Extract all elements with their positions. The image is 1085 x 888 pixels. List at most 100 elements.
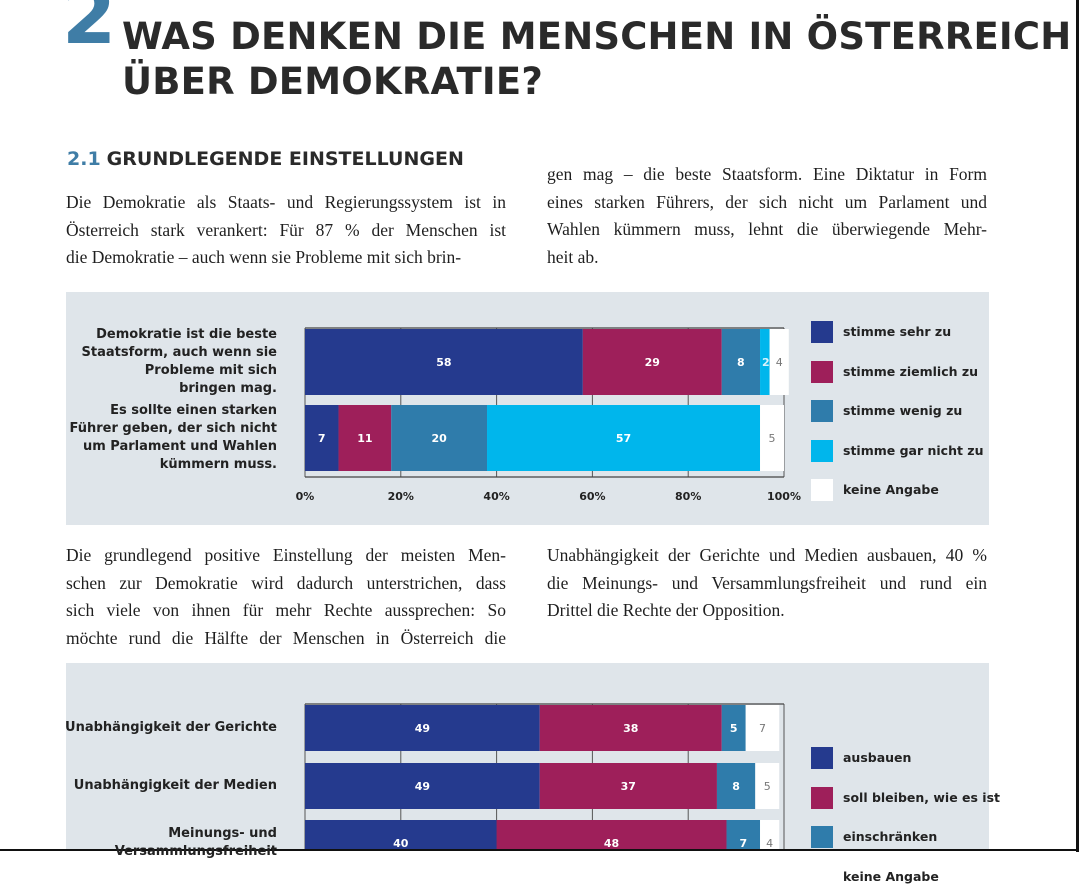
data-label: 57	[616, 432, 631, 445]
data-label: 4	[766, 837, 773, 849]
legend-swatch	[811, 786, 833, 809]
bar-ausbauen	[305, 820, 497, 849]
text-line: möchte rund die Hälfte der Menschen in Ö…	[66, 627, 506, 648]
category-label-line: Versammlungsfreiheit	[114, 844, 277, 859]
bar-keine-angabe	[769, 329, 789, 395]
bar-keine-angabe	[755, 763, 780, 809]
legend-label: stimme gar nicht zu	[843, 442, 984, 458]
text-line: schen zur Demokratie wird dadurch unters…	[66, 572, 506, 593]
legend-swatch	[811, 321, 833, 343]
x-tick-label: 60%	[579, 490, 605, 503]
data-label: 29	[645, 356, 660, 369]
data-label: 7	[318, 432, 326, 445]
text-line: gen mag – die beste Staatsform. Eine Dik…	[547, 164, 987, 184]
category-label: Demokratie ist die beste Staatsform, auch…	[82, 326, 277, 398]
text-line: die Demokratie – auch wenn sie Probleme …	[66, 247, 462, 268]
legend-label: keine Angabe	[843, 868, 939, 884]
data-label: 7	[739, 837, 747, 849]
category-label-line: um Parlament und Wahlen	[82, 439, 277, 454]
data-label: 4	[776, 356, 783, 369]
legend-swatch	[811, 826, 833, 848]
chart-panel-rights: 49 38 5 7 49 37 8 5 40 48 7 4 Unabhängigkeit der Ge…	[65, 663, 1000, 888]
bar-soll-bleiben-wie-es-ist	[539, 705, 722, 751]
text-line: Österreich stark verankert: Für 87 % der…	[66, 219, 506, 240]
paragraph-1-right: gen mag – die beste Staatsform. Eine Dik…	[547, 161, 987, 271]
legend-label: stimme ziemlich zu	[843, 363, 979, 379]
legend-label: keine Angabe	[843, 482, 939, 497]
data-label: 7	[759, 722, 766, 735]
bar-ausbauen	[305, 763, 540, 809]
bar-stimme-wenig-zu	[721, 329, 761, 395]
data-label: 37	[621, 780, 636, 793]
category-label: Unabhängigkeit der Medien	[74, 777, 277, 795]
x-tick-label: 40%	[483, 490, 509, 503]
category-label: Meinungs- und Versammlungsfreiheit	[115, 825, 277, 861]
legend-swatch	[811, 747, 833, 769]
bar-stimme-gar-nicht-zu	[487, 405, 761, 471]
chapter-title-line: WAS DENKEN DIE MENSCHEN IN ÖSTERREICH	[122, 15, 1072, 58]
chart-democracy-attitudes: 58 29 8 2 4 7 11 20 57 5 0% 20% 40% 60% 80% 100%	[296, 327, 801, 503]
chapter-title: WAS DENKEN DIE MENSCHEN IN ÖSTERREICH ÜB…	[122, 14, 1071, 104]
data-label: 8	[732, 780, 740, 793]
page-edge-bottom	[0, 849, 1078, 851]
data-label: 5	[764, 780, 771, 793]
paragraph-1-left: Die Demokratie als Staats- und Regierung…	[66, 189, 506, 272]
chart-rights-expansion: 49 38 5 7 49 37 8 5 40 48 7 4	[304, 703, 785, 849]
page-edge-right	[1076, 0, 1079, 852]
data-label: 58	[436, 356, 451, 369]
data-label: 38	[623, 722, 638, 735]
bar-keine-angabe	[760, 820, 780, 849]
section-number: 2.1	[67, 148, 101, 170]
category-label-line: Führer geben, der sich nicht	[69, 421, 278, 436]
category-label-line: Unabhängigkeit der Gerichte	[65, 720, 277, 735]
data-label: 11	[357, 432, 372, 445]
category-label: Es sollte einen starken Führer geben, der…	[70, 402, 278, 474]
chapter-title-line: ÜBER DEMOKRATIE?	[122, 60, 544, 103]
category-label: Unabhängigkeit der Gerichte	[65, 719, 277, 737]
text-line: eines starken Führers, der sich nicht um…	[547, 191, 987, 212]
data-label: 49	[415, 780, 430, 793]
category-label-line: bringen mag.	[179, 381, 277, 396]
paragraph-2-left: Die grundlegend positive Einstellung der…	[66, 542, 506, 652]
category-label-line: Probleme mit sich	[144, 363, 277, 378]
legend-label: ausbauen	[843, 750, 912, 765]
bar-keine-angabe	[760, 405, 784, 471]
bar-stimme-gar-nicht-zu	[760, 329, 770, 395]
data-label: 8	[737, 356, 745, 369]
category-label-line: kümmern muss.	[159, 457, 277, 472]
chapter-number: 2	[62, 0, 117, 62]
bar-stimme-ziemlich-zu	[582, 329, 722, 395]
legend-swatch	[811, 360, 833, 383]
bar-einschr-nken	[721, 705, 746, 751]
text-line: Die grundlegend positive Einstellung der…	[66, 545, 506, 565]
category-label-line: Es sollte einen starken	[110, 403, 277, 418]
x-tick-label: 80%	[675, 490, 701, 503]
text-line: die Meinungs- und Versammlungsfreiheit u…	[547, 572, 987, 593]
bar-einschr-nken	[716, 763, 756, 809]
bar-stimme-sehr-zu	[305, 329, 583, 395]
data-label: 20	[431, 432, 447, 445]
data-label: 49	[415, 722, 430, 735]
x-tick-label: 100%	[767, 490, 801, 503]
legend-label: einschränken	[843, 829, 938, 844]
bar-ausbauen	[305, 705, 540, 751]
text-line: Unabhängigkeit der Gerichte und Medien a…	[547, 545, 987, 565]
legend-swatch	[811, 400, 833, 422]
category-label-line: Demokratie ist die beste	[96, 327, 277, 342]
text-line: heit ab.	[547, 246, 599, 267]
x-tick-label: 20%	[388, 490, 414, 503]
data-label: 2	[762, 356, 770, 369]
section-heading: 2.1 GRUNDLEGENDE EINSTELLUNGEN	[67, 148, 464, 170]
chart-panel-democracy: 58 29 8 2 4 7 11 20 57 5 0% 20% 40% 60% 80% 100% Demokr…	[66, 292, 989, 525]
category-label-line: Staatsform, auch wenn sie	[81, 345, 277, 360]
data-label: 5	[730, 722, 738, 735]
data-label: 40	[393, 837, 409, 849]
section-title: GRUNDLEGENDE EINSTELLUNGEN	[106, 148, 464, 170]
bar-soll-bleiben-wie-es-ist	[496, 820, 727, 849]
legend-label: stimme sehr zu	[843, 324, 952, 339]
x-tick-label: 0%	[296, 490, 315, 503]
text-line: Die Demokratie als Staats- und Regierung…	[66, 192, 506, 212]
category-label-line: Meinungs- und	[168, 826, 277, 841]
legend-swatch	[811, 439, 833, 462]
legend-swatch	[811, 479, 833, 501]
